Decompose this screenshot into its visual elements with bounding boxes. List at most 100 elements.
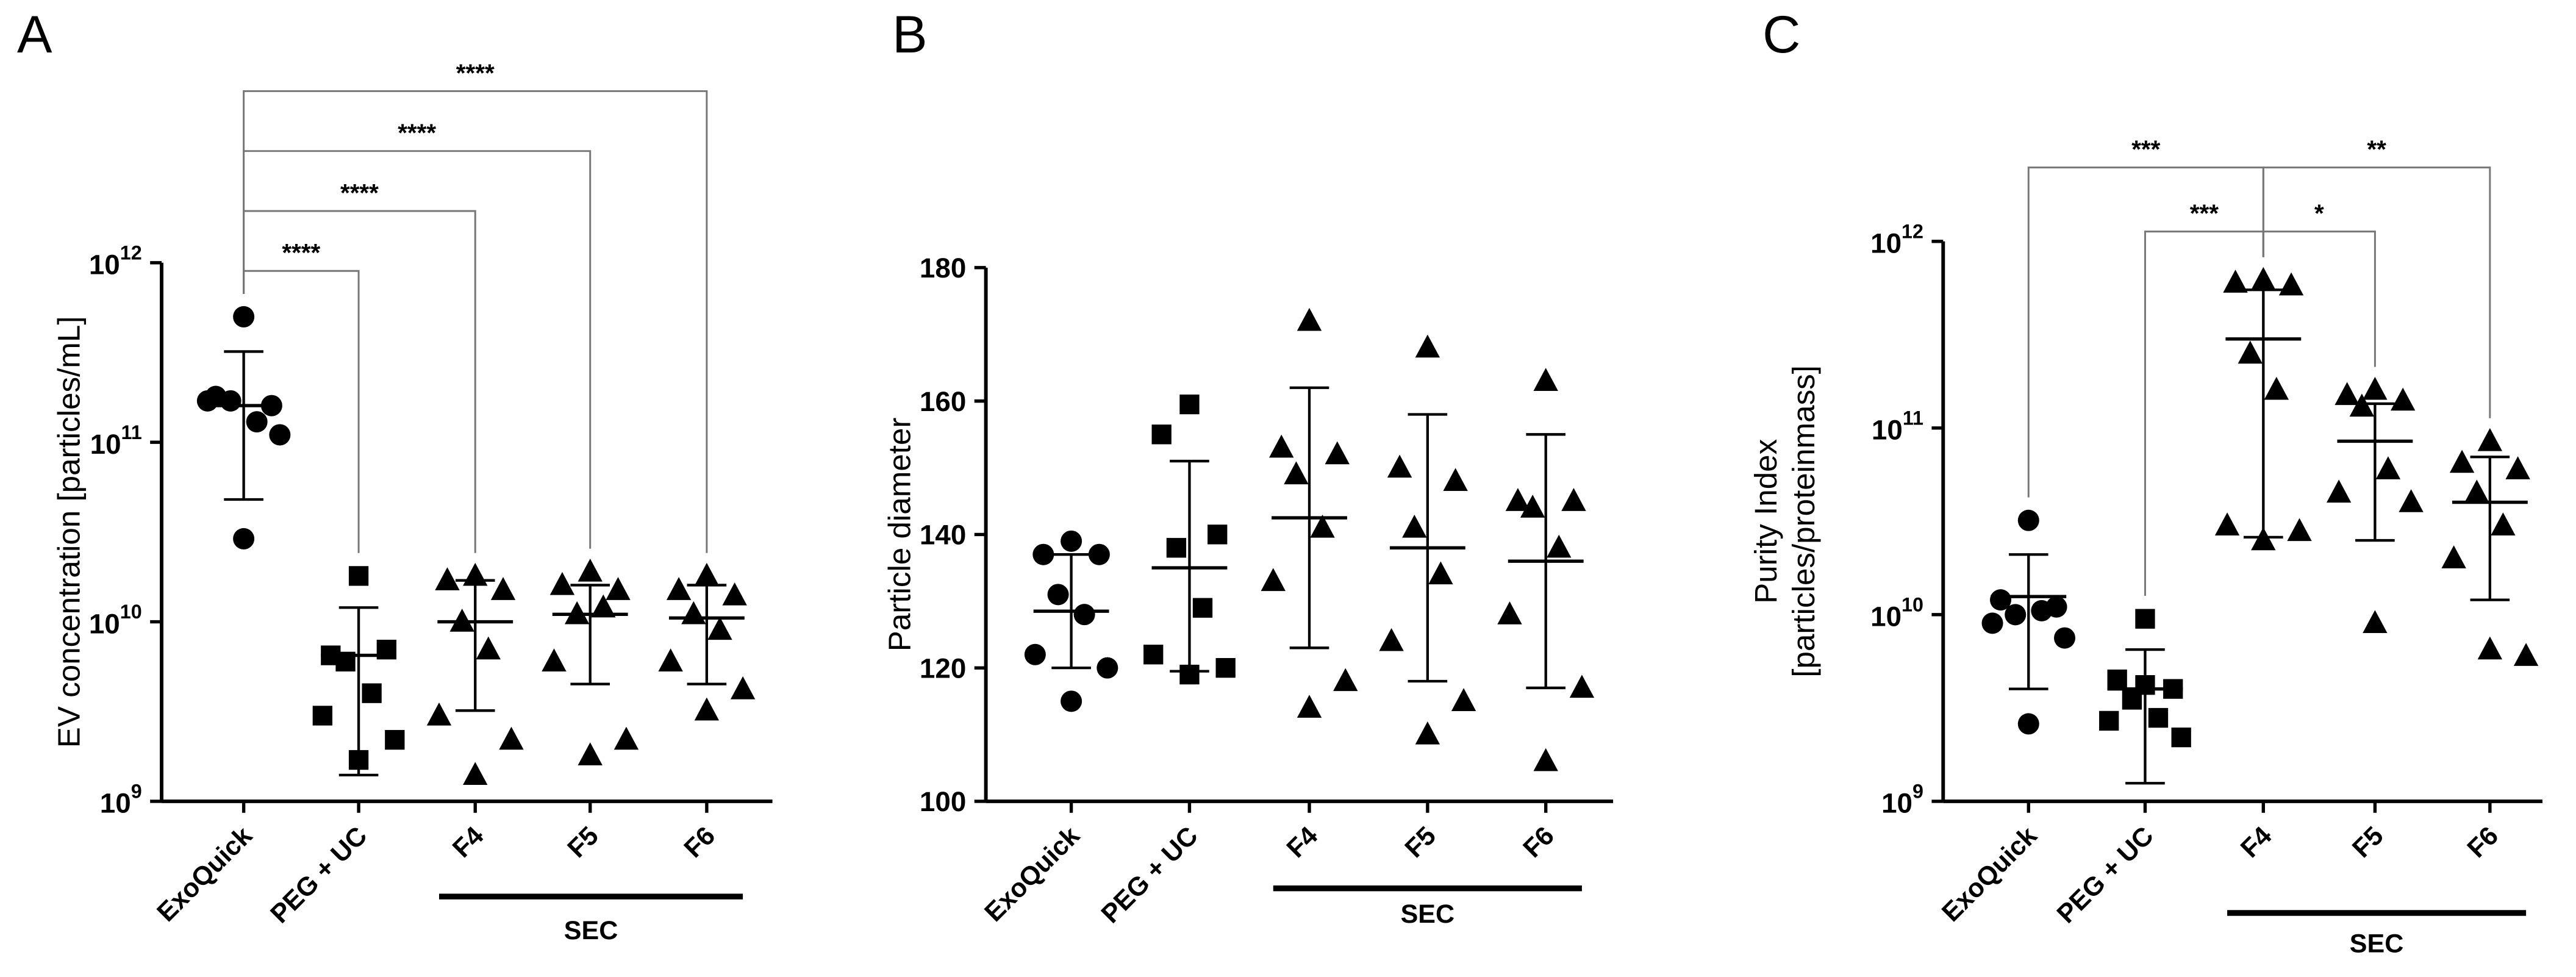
- x-tick-label: ExoQuick: [1936, 821, 2042, 927]
- data-point: [549, 571, 575, 595]
- group-label: SEC: [2350, 929, 2404, 959]
- significance-label: ***: [2131, 135, 2160, 163]
- data-point: [2171, 727, 2191, 748]
- data-point: [1547, 534, 1572, 558]
- data-point: [1269, 434, 1294, 458]
- y-tick-label: 160: [920, 386, 966, 417]
- significance-bracket: [2262, 231, 2376, 367]
- tick-base: 10: [90, 429, 121, 460]
- data-point: [578, 558, 603, 582]
- data-point: [1428, 561, 1453, 585]
- data-point: [2017, 713, 2039, 735]
- tick-base: 10: [1872, 415, 1903, 446]
- data-point: [1143, 645, 1164, 665]
- data-point: [2278, 272, 2304, 296]
- data-point: [2334, 382, 2360, 406]
- data-point: [1520, 495, 1545, 518]
- y-tick-label: 140: [920, 520, 966, 551]
- data-point: [312, 706, 333, 726]
- tick-base: 10: [1870, 228, 1902, 259]
- significance-label: ****: [456, 59, 495, 87]
- data-point: [1505, 488, 1531, 511]
- data-point: [1297, 307, 1322, 331]
- y-tick-label: 109: [100, 781, 142, 819]
- x-tick-label: PEG + UC: [2052, 821, 2159, 929]
- data-point: [2363, 376, 2388, 400]
- tick-base: 10: [89, 608, 120, 639]
- data-point: [1533, 748, 1558, 771]
- significance-bracket: [2144, 231, 2264, 596]
- y-tick-label: 180: [920, 252, 966, 284]
- tick-exponent: 11: [121, 421, 142, 443]
- group-label: SEC: [564, 916, 618, 945]
- data-point: [1061, 690, 1082, 712]
- data-point: [1533, 368, 1558, 391]
- data-point: [1379, 628, 1404, 651]
- data-point: [2399, 489, 2424, 512]
- data-point: [2017, 509, 2039, 531]
- data-point: [2005, 604, 2027, 626]
- data-point: [1325, 441, 1350, 465]
- data-point: [2223, 270, 2248, 293]
- data-point: [1333, 668, 1358, 692]
- data-point: [1310, 514, 1335, 538]
- tick-exponent: 12: [1902, 220, 1923, 242]
- data-point: [1151, 424, 1172, 445]
- data-point: [1073, 604, 1095, 626]
- data-point: [2477, 636, 2503, 660]
- x-tick-label: F4: [2235, 821, 2278, 864]
- data-point: [2491, 512, 2516, 536]
- data-point: [2477, 428, 2503, 451]
- data-point: [658, 648, 683, 671]
- data-point: [1415, 334, 1440, 358]
- panel-label: A: [17, 5, 52, 64]
- y-axis-label: Particle diameter: [882, 418, 917, 652]
- tick-exponent: 10: [120, 601, 142, 623]
- data-point: [591, 594, 616, 618]
- data-point: [1297, 695, 1322, 718]
- data-point: [426, 702, 452, 726]
- y-tick-label: 1010: [1870, 593, 1923, 632]
- panel-label: C: [1762, 5, 1800, 64]
- x-tick-label: PEG + UC: [265, 821, 373, 929]
- data-point: [196, 390, 218, 412]
- data-point: [2287, 518, 2312, 542]
- y-tick-label: 120: [920, 653, 966, 684]
- y-tick-label: 109: [1881, 781, 1923, 819]
- data-point: [2135, 609, 2155, 629]
- data-point: [2238, 340, 2263, 364]
- data-point: [476, 636, 501, 660]
- data-point: [1990, 589, 2012, 611]
- data-point: [578, 742, 603, 765]
- y-tick-label: 100: [920, 786, 966, 817]
- data-point: [2449, 449, 2475, 473]
- data-point: [2054, 627, 2076, 649]
- significance-label: *: [2314, 199, 2324, 227]
- tick-base: 10: [1881, 788, 1912, 819]
- data-point: [246, 411, 268, 433]
- data-point: [2251, 527, 2276, 551]
- x-tick-label: F5: [1400, 821, 1442, 863]
- data-point: [542, 648, 567, 671]
- data-point: [1443, 468, 1468, 492]
- group-label: SEC: [1401, 900, 1455, 929]
- data-point: [2505, 456, 2530, 479]
- data-point: [1192, 598, 1213, 618]
- y-axis-label: [particles/proteinmass]: [1786, 365, 1821, 678]
- data-point: [1179, 394, 1200, 415]
- tick-base: 10: [1870, 601, 1902, 632]
- significance-label: ****: [282, 238, 320, 267]
- x-tick-label: PEG + UC: [1096, 821, 1204, 929]
- data-point: [2107, 669, 2127, 690]
- data-point: [1284, 461, 1309, 485]
- data-point: [614, 726, 639, 750]
- data-point: [681, 601, 706, 624]
- tick-exponent: 9: [1912, 781, 1923, 803]
- data-point: [2326, 479, 2352, 503]
- data-point: [1032, 543, 1054, 565]
- tick-exponent: 9: [131, 781, 142, 803]
- y-tick-label: 1010: [89, 601, 142, 639]
- tick-base: 10: [100, 788, 131, 819]
- x-tick-label: F5: [2347, 821, 2389, 863]
